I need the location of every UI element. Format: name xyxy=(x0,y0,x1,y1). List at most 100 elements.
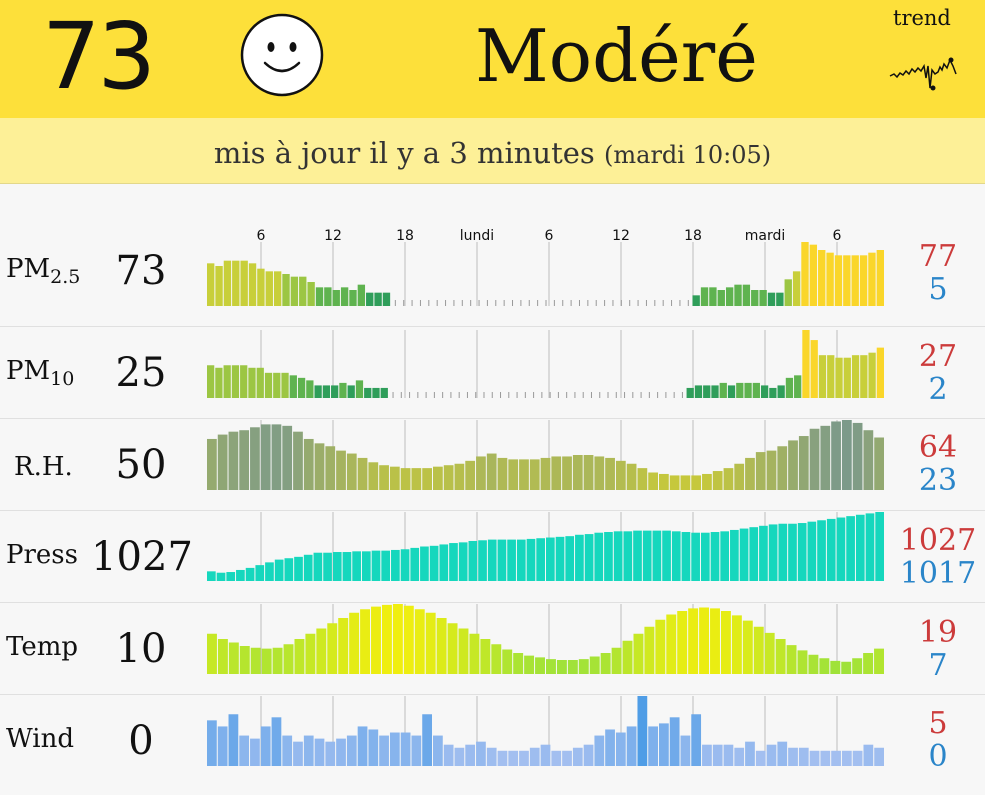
data-bar xyxy=(443,465,454,490)
missing-data-tick xyxy=(516,392,518,398)
data-bar xyxy=(313,552,323,581)
row-separator xyxy=(0,602,985,603)
data-bar xyxy=(868,352,876,398)
data-bar xyxy=(723,468,734,490)
data-bar xyxy=(680,735,691,766)
missing-data-tick xyxy=(417,392,419,398)
trend-sparkline-icon[interactable] xyxy=(888,50,960,94)
missing-data-tick xyxy=(411,300,413,306)
smiley-face-icon xyxy=(240,13,324,97)
data-bar xyxy=(497,539,507,581)
data-bar xyxy=(294,639,305,674)
missing-data-tick xyxy=(403,300,405,306)
update-banner: mis à jour il y a 3 minutes (mardi 10:05… xyxy=(0,118,985,184)
data-bar xyxy=(260,726,271,766)
data-bar xyxy=(465,460,476,490)
data-bar xyxy=(565,536,575,581)
temp-chart xyxy=(207,604,884,674)
time-axis-label: 6 xyxy=(833,228,842,244)
missing-data-tick xyxy=(557,392,559,398)
pm10-chart xyxy=(207,330,884,398)
data-bar xyxy=(712,471,723,490)
missing-data-tick xyxy=(442,392,444,398)
data-bar xyxy=(389,732,400,766)
data-bar xyxy=(572,455,583,490)
data-bar xyxy=(332,290,340,306)
data-bar xyxy=(360,609,371,674)
missing-data-tick xyxy=(645,300,647,306)
data-bar xyxy=(228,431,239,490)
data-bar xyxy=(476,456,486,490)
data-bar xyxy=(562,750,572,766)
time-axis-label: 12 xyxy=(612,228,630,244)
data-bar xyxy=(480,639,491,674)
press-min: 1017 xyxy=(899,556,977,591)
data-bar xyxy=(411,468,422,490)
data-bar xyxy=(239,735,250,766)
data-bar xyxy=(207,720,217,766)
data-bar xyxy=(327,623,338,674)
data-bar xyxy=(760,385,769,398)
data-bar xyxy=(400,732,411,766)
data-bar xyxy=(669,717,680,766)
missing-data-tick xyxy=(578,300,580,306)
data-bar xyxy=(759,525,768,581)
data-bar xyxy=(217,639,228,674)
wind-max: 5 xyxy=(928,706,948,741)
data-bar xyxy=(725,287,734,306)
update-time-text: mis à jour il y a 3 minutes xyxy=(213,136,595,170)
data-bar xyxy=(797,523,807,581)
pm25-label: PM2.5 xyxy=(6,254,81,289)
wind-label: Wind xyxy=(6,724,74,754)
data-bar xyxy=(736,382,744,398)
data-bar xyxy=(352,551,361,581)
data-bar xyxy=(293,741,303,766)
data-bar xyxy=(700,287,709,306)
data-bar xyxy=(809,244,818,306)
missing-data-tick xyxy=(461,300,463,306)
data-bar xyxy=(248,367,256,398)
data-bar xyxy=(250,738,260,766)
data-bar xyxy=(239,430,250,490)
data-bar xyxy=(273,271,282,306)
missing-data-tick xyxy=(620,300,622,306)
trend-label[interactable]: trend xyxy=(893,6,951,30)
data-bar xyxy=(575,534,584,581)
data-bar xyxy=(255,565,265,581)
data-bar xyxy=(207,571,216,581)
data-bar xyxy=(207,263,215,306)
data-bar xyxy=(361,551,371,581)
data-bar xyxy=(777,385,785,398)
data-bar xyxy=(314,385,322,398)
data-bar xyxy=(314,443,325,490)
data-bar xyxy=(859,255,868,306)
data-bar xyxy=(368,729,379,766)
time-axis-label: 18 xyxy=(684,228,702,244)
missing-data-tick xyxy=(500,392,502,398)
data-bar xyxy=(429,545,439,581)
missing-data-tick xyxy=(478,300,480,306)
rh-value: 50 xyxy=(115,442,167,488)
data-bar xyxy=(792,271,801,306)
data-bar xyxy=(818,355,827,398)
data-bar xyxy=(403,605,414,674)
data-bar xyxy=(336,738,346,766)
missing-data-tick xyxy=(599,392,601,398)
data-bar xyxy=(374,292,382,306)
data-bar xyxy=(831,750,841,766)
data-bar xyxy=(720,611,731,674)
missing-data-tick xyxy=(409,392,411,398)
time-axis-label: 6 xyxy=(545,228,554,244)
data-bar xyxy=(852,750,863,766)
time-axis-label: lundi xyxy=(460,228,494,244)
data-bar xyxy=(734,747,745,766)
data-bar xyxy=(364,387,372,398)
missing-data-tick xyxy=(425,392,427,398)
data-bar xyxy=(555,536,565,581)
data-bar xyxy=(648,726,658,766)
data-bar xyxy=(572,747,583,766)
missing-data-tick xyxy=(673,392,675,398)
data-bar xyxy=(357,284,366,306)
data-bar xyxy=(863,744,874,766)
data-bar xyxy=(240,365,248,398)
